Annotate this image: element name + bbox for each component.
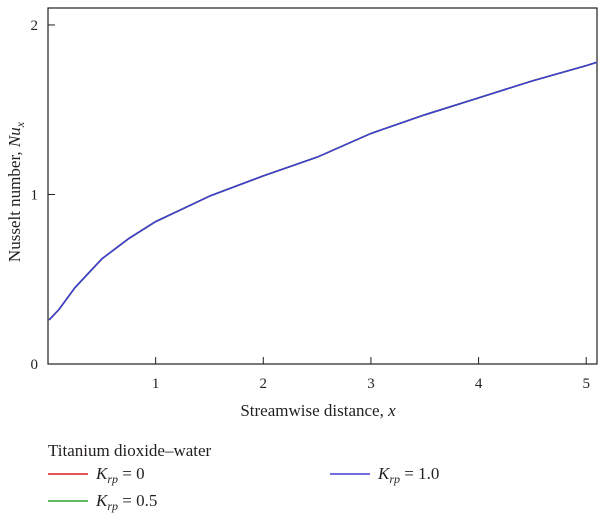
y-axis-label: Nusselt number, Nux	[5, 121, 27, 262]
plot-frame	[47, 7, 598, 365]
legend-label-2: Krp = 1.0	[377, 464, 439, 486]
series-lines	[48, 61, 598, 321]
x-tick-label: 2	[260, 376, 268, 392]
x-tick-label: 4	[475, 376, 483, 392]
axis-ticks: 1 2 3 4 5 0 1 2	[31, 18, 590, 392]
series-line-2	[48, 61, 598, 321]
legend: Krp = 0 Krp = 0.5 Krp = 1.0	[48, 464, 439, 513]
legend-title: Titanium dioxide–water	[48, 441, 212, 460]
plot-area	[47, 7, 598, 365]
y-tick-label: 1	[31, 187, 39, 203]
legend-label-1: Krp = 0.5	[95, 491, 157, 513]
y-tick-label: 2	[31, 18, 39, 34]
y-tick-label: 0	[31, 357, 39, 373]
series-line-0	[48, 61, 598, 321]
x-axis-label: Streamwise distance, x	[240, 401, 396, 420]
x-tick-label: 5	[582, 376, 590, 392]
series-line-1	[48, 61, 598, 321]
x-tick-label: 1	[152, 376, 160, 392]
legend-label-0: Krp = 0	[95, 464, 145, 486]
x-tick-label: 3	[367, 376, 375, 392]
